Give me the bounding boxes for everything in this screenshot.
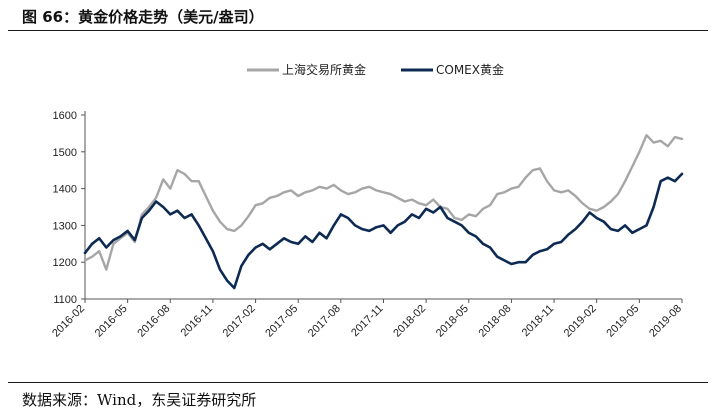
series-line-comex xyxy=(83,172,684,290)
x-tick-label: 2016-11 xyxy=(179,303,215,339)
y-tick-label: 1300 xyxy=(53,220,77,232)
y-tick-label: 1200 xyxy=(53,257,77,269)
y-tick-label: 1400 xyxy=(53,184,77,196)
x-tick-label: 2017-08 xyxy=(306,303,343,340)
x-axis: 2016-02 2016-05 2016-08 2016-11 2017-02 2017-… xyxy=(50,298,684,340)
plot-area xyxy=(83,133,684,290)
x-tick-label: 2019-05 xyxy=(604,303,641,340)
x-tick-label: 2016-05 xyxy=(93,303,130,340)
gold-price-chart: 上海交易所黄金 COMEX黄金 1100 1200 1300 1400 1500 1600… xyxy=(50,62,684,340)
x-tick-label: 2018-05 xyxy=(434,303,471,340)
x-tick-label: 2018-02 xyxy=(391,303,428,340)
x-tick-label: 2017-05 xyxy=(263,303,300,340)
x-tick-label: 2019-02 xyxy=(562,303,599,340)
y-axis: 1100 1200 1300 1400 1500 1600 xyxy=(53,110,86,306)
x-tick-label: 2017-02 xyxy=(221,303,258,340)
x-tick-label: 2018-11 xyxy=(520,303,556,339)
data-source: 数据来源：Wind，东吴证券研究所 xyxy=(22,391,257,409)
figure-title: 图 66：黄金价格走势（美元/盎司） xyxy=(22,8,264,26)
y-tick-label: 1500 xyxy=(53,147,77,159)
x-tick-label: 2016-08 xyxy=(135,303,172,340)
x-tick-label: 2018-08 xyxy=(477,303,514,340)
legend-label-shanghai: 上海交易所黄金 xyxy=(282,62,366,77)
legend-label-comex: COMEX黄金 xyxy=(436,62,504,77)
y-tick-label: 1600 xyxy=(53,110,77,122)
series-line-shanghai xyxy=(83,133,684,271)
x-tick-label: 2017-11 xyxy=(349,303,385,339)
bottom-divider xyxy=(8,382,708,383)
top-divider xyxy=(8,30,708,31)
y-tick-label: 1100 xyxy=(53,294,77,306)
x-tick-label: 2019-08 xyxy=(647,303,684,340)
x-tick-label: 2016-02 xyxy=(50,303,87,340)
legend: 上海交易所黄金 COMEX黄金 xyxy=(247,62,504,77)
